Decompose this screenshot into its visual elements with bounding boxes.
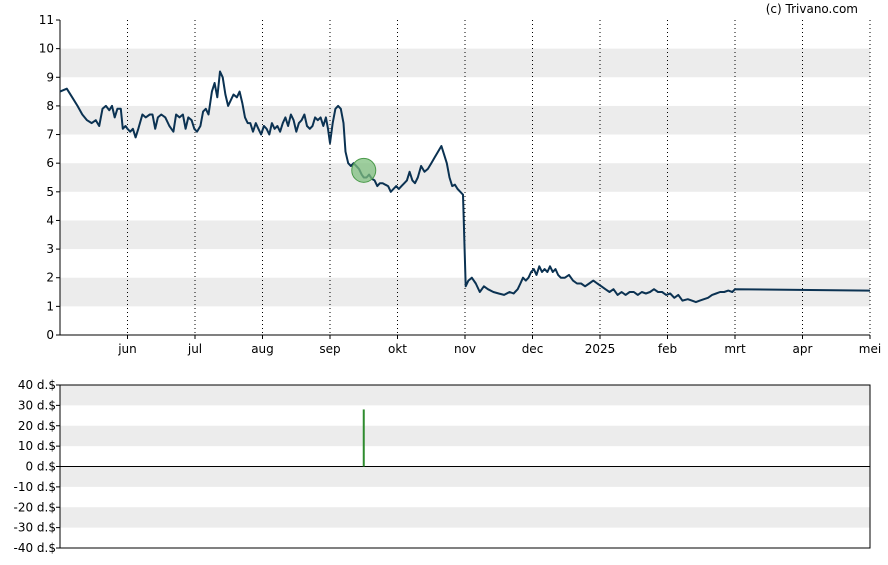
price-x-tick-label: feb [658,342,677,356]
volume-bands [59,384,871,549]
price-x-tick-label: jun [117,342,137,356]
volume-band [60,507,870,528]
dividend-marker [351,157,377,183]
price-x-tick-label: apr [793,342,813,356]
price-x-tick-label: aug [251,342,274,356]
volume-y-tick-label: 30 d.$ [18,398,56,412]
price-x-tick-label: mrt [724,342,746,356]
volume-y-tick-label: 0 d.$ [25,460,56,474]
price-y-ticks: 0 1 2 3 4 5 6 7 8 9 10 11 [39,13,60,342]
price-x-tick-label: jul [187,342,202,356]
volume-y-tick-label: -20 d.$ [14,500,56,514]
volume-band [60,425,870,447]
price-x-tick-label: mei [859,342,881,356]
volume-y-tick-label: 10 d.$ [18,439,56,453]
volume-y-tick-label: 20 d.$ [18,419,56,433]
credit-label: (c) Trivano.com [766,2,858,16]
price-x-tick-label: okt [388,342,407,356]
volume-y-tick-label: -10 d.$ [14,480,56,494]
price-band [60,163,870,192]
price-y-tick-label: 6 [46,156,54,170]
price-y-tick-label: 3 [46,242,54,256]
volume-y-ticks: -40 d.$ -30 d.$ -20 d.$ -10 d.$ 0 d.$ 10 d.$ 2… [14,378,60,555]
price-y-tick-label: 11 [39,13,54,27]
volume-band [60,466,870,487]
price-y-tick-label: 10 [39,42,54,56]
price-x-tick-label: dec [522,342,544,356]
price-y-tick-label: 4 [46,213,54,227]
price-y-tick-label: 2 [46,271,54,285]
price-y-tick-label: 1 [46,299,54,313]
price-y-tick-label: 0 [46,328,54,342]
volume-band [60,385,870,406]
price-y-tick-label: 8 [46,99,54,113]
price-y-tick-label: 7 [46,128,54,142]
price-y-tick-label: 9 [46,70,54,84]
price-y-tick-label: 5 [46,185,54,199]
price-x-tick-label: nov [454,342,476,356]
volume-y-tick-label: -30 d.$ [14,521,56,535]
volume-y-tick-label: -40 d.$ [14,541,56,555]
price-x-ticks: jun jul aug sep okt nov dec 2025 feb mrt apr mei [117,335,881,356]
price-plot [59,70,871,304]
volume-y-tick-label: 40 d.$ [18,378,56,392]
price-x-tick-label: 2025 [585,342,616,356]
price-x-tick-label: sep [319,342,340,356]
